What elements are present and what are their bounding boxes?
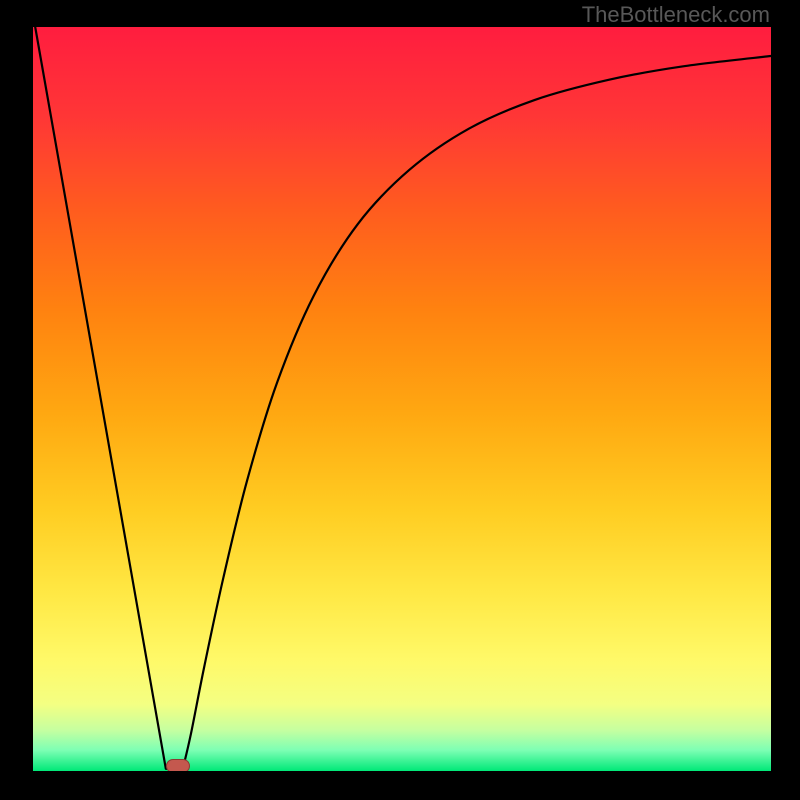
sweet-spot-marker bbox=[166, 759, 190, 771]
bottleneck-curve bbox=[33, 27, 771, 771]
watermark-text: TheBottleneck.com bbox=[582, 2, 770, 28]
plot-area bbox=[33, 27, 771, 771]
chart-frame: TheBottleneck.com bbox=[0, 0, 800, 800]
